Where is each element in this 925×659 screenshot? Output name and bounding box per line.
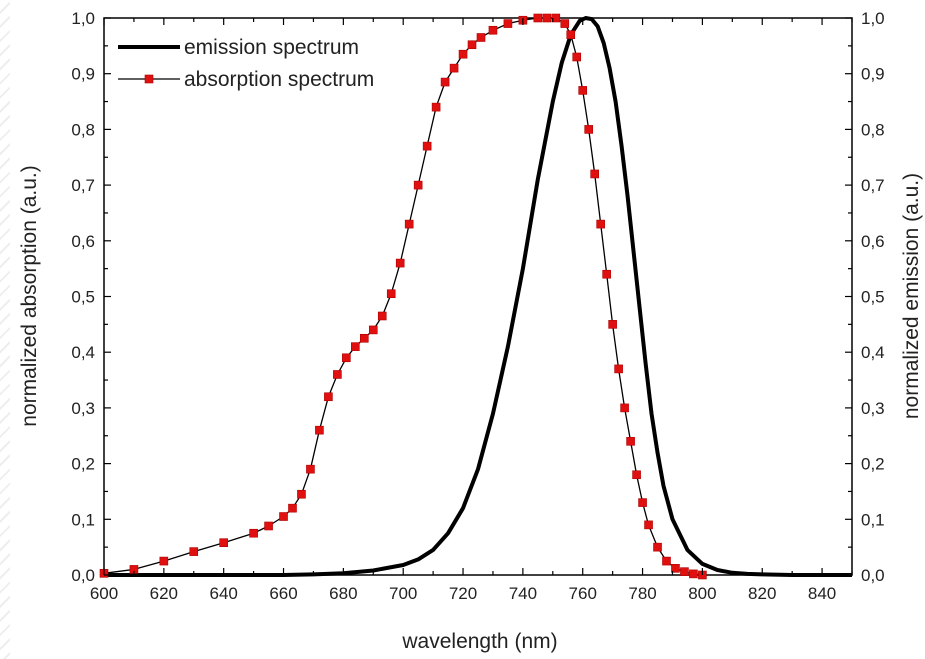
absorption-point: [566, 30, 576, 40]
absorption-point: [608, 320, 617, 329]
absorption-point: [449, 63, 459, 73]
absorption-point: [620, 403, 629, 413]
y-axis-title-right: normalized emission (a.u.): [900, 173, 923, 419]
absorption-point: [368, 325, 378, 335]
absorption-point: [440, 77, 450, 87]
absorption-line: [103, 17, 703, 576]
absorption-point: [578, 86, 588, 95]
absorption-point: [542, 13, 552, 23]
y-tick-label-left: 0,2: [71, 455, 95, 474]
y-tick-label-right: 0,8: [861, 120, 885, 139]
y-tick-label-right: 0,2: [861, 455, 885, 474]
x-tick-label: 780: [628, 584, 656, 603]
absorption-point: [431, 102, 441, 112]
absorption-point: [377, 311, 387, 321]
y-tick-label-left: 0,9: [71, 65, 95, 84]
absorption-point: [422, 141, 432, 151]
x-axis-title: wavelength (nm): [401, 630, 557, 653]
x-tick-label: 820: [748, 584, 776, 603]
absorption-point: [386, 289, 396, 299]
x-tick-label: 840: [808, 584, 836, 603]
absorption-point: [360, 333, 369, 343]
absorption-point: [324, 392, 333, 402]
absorption-point: [602, 269, 611, 279]
absorption-point: [342, 353, 351, 363]
x-tick-label: 720: [449, 584, 477, 603]
absorption-point: [560, 19, 570, 28]
absorption-point: [297, 489, 306, 499]
absorption-point: [189, 547, 199, 556]
absorption-point: [159, 556, 169, 566]
y-tick-label-left: 0,1: [71, 510, 95, 529]
y-tick-label-right: 0,7: [861, 176, 885, 195]
absorption-point: [264, 521, 273, 531]
absorption-point: [626, 437, 635, 446]
x-tick-label: 660: [269, 584, 297, 603]
absorption-point: [680, 567, 689, 576]
edge-decoration: [0, 0, 10, 659]
y-tick-label-left: 0,6: [71, 232, 95, 251]
absorption-point: [689, 569, 698, 579]
absorption-point: [662, 556, 671, 566]
absorption-point: [596, 219, 605, 229]
x-tick-label: 740: [509, 584, 537, 603]
y-tick-label-right: 0,4: [861, 343, 885, 362]
absorption-point: [584, 125, 594, 134]
y-tick-label-left: 1,0: [71, 9, 95, 28]
x-tick-label: 760: [569, 584, 597, 603]
absorption-point: [219, 538, 228, 547]
x-tick-label: 800: [688, 584, 716, 603]
absorption-point: [279, 512, 288, 521]
absorption-point: [395, 258, 405, 268]
absorption-point: [638, 498, 647, 507]
absorption-point: [413, 180, 423, 190]
x-tick-label: 640: [209, 584, 237, 603]
y-tick-label-right: 0,1: [861, 510, 885, 529]
absorption-point: [458, 49, 468, 59]
absorption-point: [288, 503, 297, 513]
absorption-point: [653, 542, 662, 552]
absorption-point: [351, 342, 360, 351]
legend-absorption-label: absorption spectrum: [184, 68, 374, 91]
y-tick-label-right: 1,0: [861, 9, 885, 28]
x-tick-label: 600: [90, 584, 118, 603]
x-tick-label: 700: [389, 584, 417, 603]
y-tick-label-left: 0,4: [71, 343, 95, 362]
y-axis-title-left: normalized absorption (a.u.): [18, 165, 41, 426]
absorption-point: [590, 169, 599, 179]
y-tick-label-left: 0,7: [71, 176, 95, 195]
legend-absorption-marker: [144, 74, 154, 84]
absorption-point: [671, 564, 680, 573]
absorption-point: [476, 33, 486, 42]
absorption-point: [315, 425, 324, 435]
plot-frame: [103, 17, 853, 576]
absorption-point: [632, 470, 641, 480]
emission-line: [104, 16, 852, 577]
y-tick-label-right: 0,5: [861, 288, 885, 307]
absorption-point: [644, 520, 653, 530]
y-tick-label-right: 0,9: [861, 65, 885, 84]
x-tick-label: 620: [150, 584, 178, 603]
y-tick-label-right: 0,0: [861, 566, 885, 585]
absorption-point: [503, 19, 513, 28]
absorption-point: [551, 13, 561, 23]
y-tick-label-left: 0,5: [71, 288, 95, 307]
y-tick-label-left: 0,3: [71, 399, 95, 418]
absorption-point: [404, 219, 414, 229]
absorption-point: [249, 528, 258, 538]
absorption-point: [467, 40, 477, 50]
absorption-point: [614, 364, 623, 374]
y-tick-label-left: 0,8: [71, 120, 95, 139]
y-tick-label-right: 0,6: [861, 232, 885, 251]
y-tick-label-left: 0,0: [71, 566, 95, 585]
absorption-point: [306, 464, 315, 474]
legend-emission-label: emission spectrum: [184, 36, 359, 59]
y-tick-label-right: 0,3: [861, 399, 885, 418]
absorption-point: [572, 52, 582, 62]
x-tick-label: 680: [329, 584, 357, 603]
absorption-point: [533, 13, 543, 23]
absorption-point: [333, 370, 342, 379]
absorption-point: [488, 25, 498, 35]
